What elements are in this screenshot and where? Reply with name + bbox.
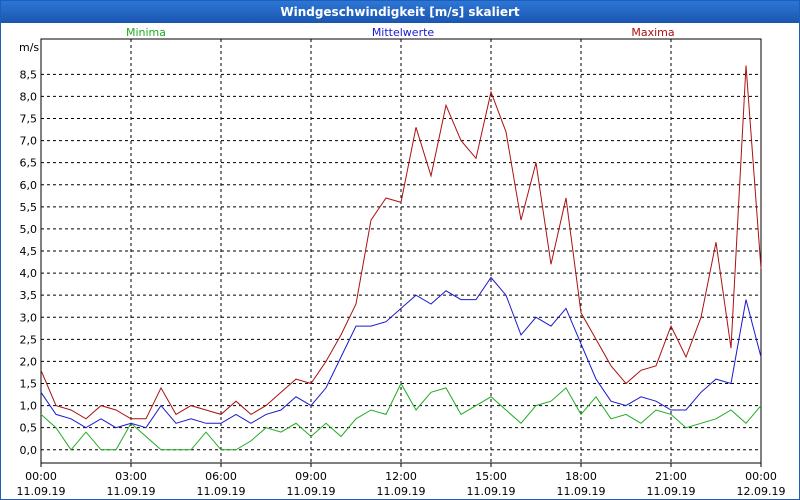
x-tick-date-label: 11.09.19 <box>17 485 66 498</box>
y-tick-label: 4,5 <box>20 245 38 258</box>
y-tick-label: 8,0 <box>20 90 38 103</box>
x-tick-time-label: 06:00 <box>205 470 237 483</box>
x-tick-time-label: 09:00 <box>295 470 327 483</box>
y-axis-label: m/s <box>19 41 39 54</box>
x-tick-time-label: 03:00 <box>115 470 147 483</box>
y-tick-label: 4,0 <box>20 267 38 280</box>
x-tick-time-label: 18:00 <box>565 470 597 483</box>
y-tick-label: 2,5 <box>20 333 38 346</box>
series-line-minima <box>40 382 762 451</box>
x-tick-time-label: 15:00 <box>475 470 507 483</box>
y-tick-label: 7,5 <box>20 113 38 126</box>
series-line-maxima <box>40 65 762 420</box>
legend-maxima: Maxima <box>631 26 674 39</box>
y-tick-label: 1,0 <box>20 400 38 413</box>
y-tick-label: 6,0 <box>20 179 38 192</box>
y-tick-label: 5,5 <box>20 201 38 214</box>
y-tick-label: 0,5 <box>20 422 38 435</box>
y-tick-label: 7,0 <box>20 135 38 148</box>
legend-mittelwerte: Mittelwerte <box>372 26 435 39</box>
x-tick-date-label: 11.09.19 <box>557 485 606 498</box>
x-tick-date-label: 11.09.19 <box>647 485 696 498</box>
x-tick-date-label: 11.09.19 <box>107 485 156 498</box>
y-tick-label: 5,0 <box>20 223 38 236</box>
series-line-mittelwerte <box>40 276 762 429</box>
y-tick-label: 2,0 <box>20 355 38 368</box>
x-tick-date-label: 12.09.19 <box>737 485 786 498</box>
x-tick-date-label: 11.09.19 <box>377 485 426 498</box>
x-tick-time-label: 12:00 <box>385 470 417 483</box>
x-tick-time-label: 00:00 <box>745 470 777 483</box>
x-tick-date-label: 11.09.19 <box>287 485 336 498</box>
window-title: Windgeschwindigkeit [m/s] skaliert <box>1 1 799 23</box>
x-tick-date-label: 11.09.19 <box>197 485 246 498</box>
y-tick-label: 6,5 <box>20 157 38 170</box>
y-tick-label: 1,5 <box>20 378 38 391</box>
y-tick-label: 3,5 <box>20 289 38 302</box>
x-tick-time-label: 21:00 <box>655 470 687 483</box>
legend-minima: Minima <box>126 26 166 39</box>
y-tick-label: 0,0 <box>20 444 38 457</box>
x-tick-date-label: 11.09.19 <box>467 485 516 498</box>
x-tick-time-label: 00:00 <box>25 470 57 483</box>
y-tick-label: 3,0 <box>20 311 38 324</box>
y-tick-label: 8,5 <box>20 68 38 81</box>
